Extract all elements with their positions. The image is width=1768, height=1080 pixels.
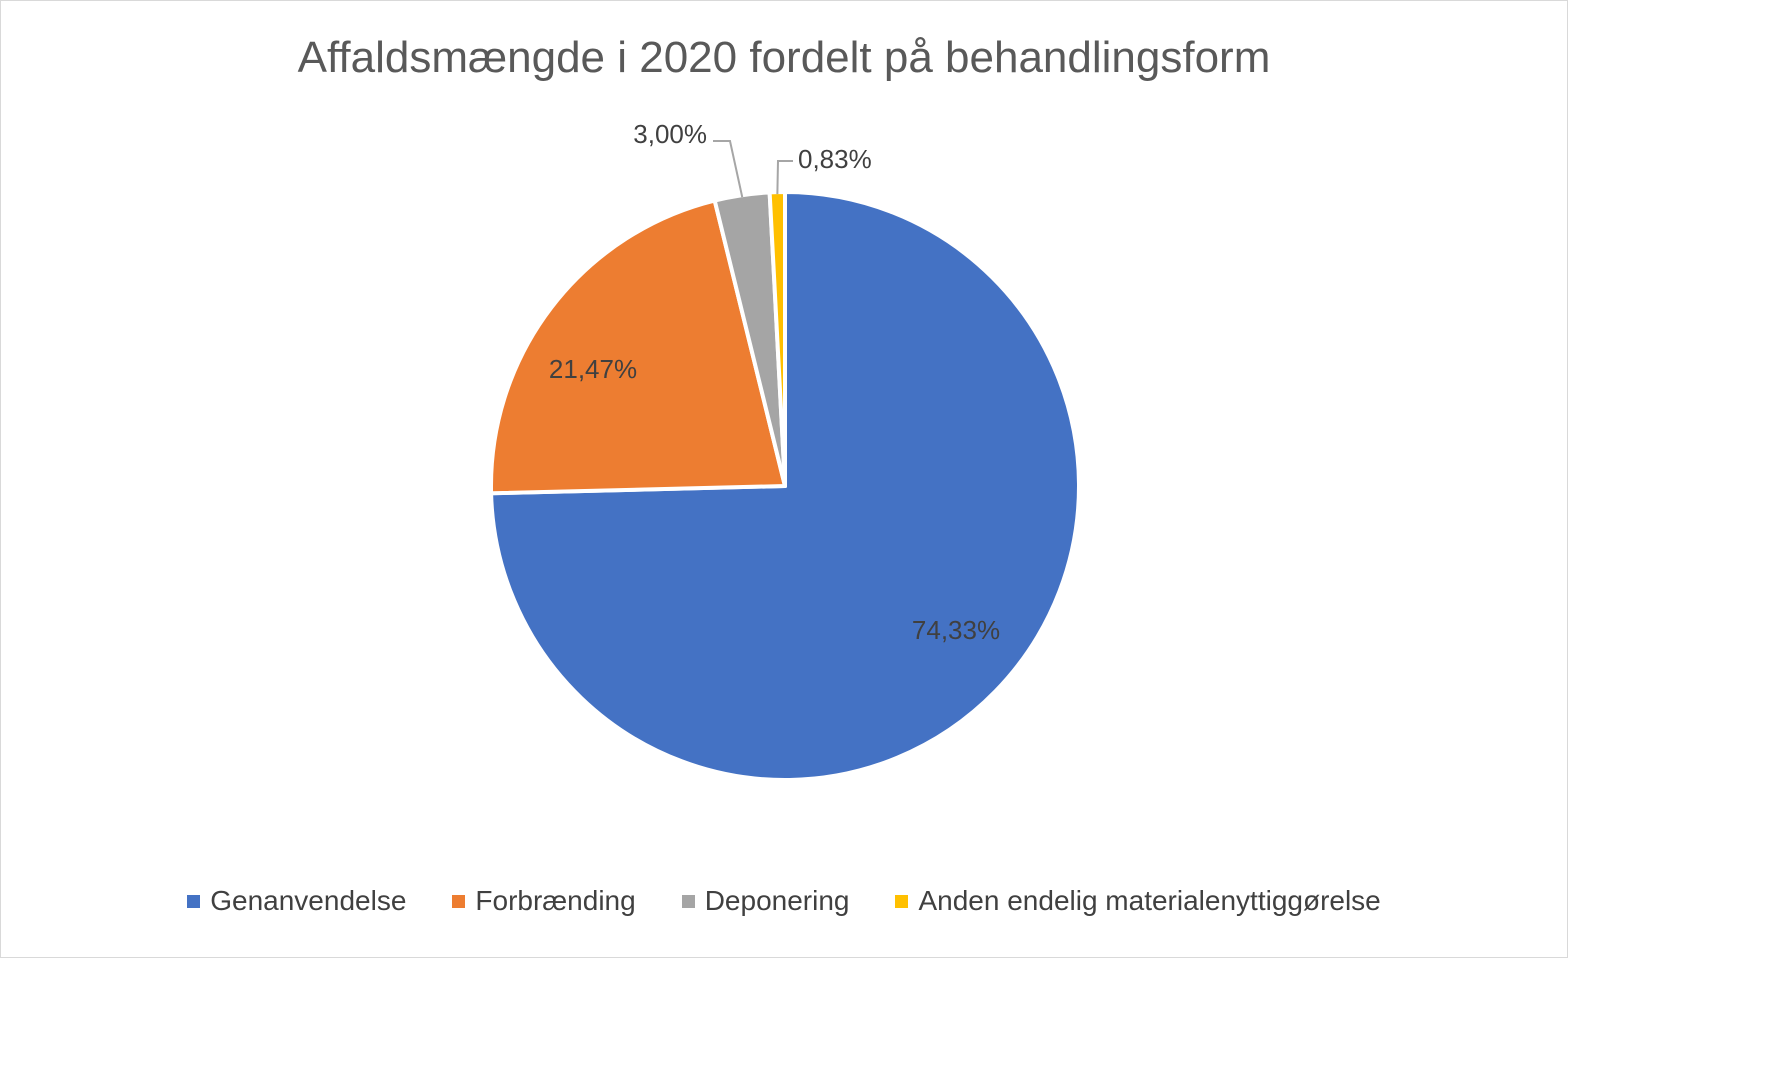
legend-label: Anden endelig materialenyttiggørelse [918, 885, 1381, 916]
legend-label: Deponering [704, 885, 850, 916]
legend-item-forbr-nding: Forbrænding [452, 885, 636, 917]
leader-line-anden-endelig-materialenyttigg-relse [776, 160, 793, 195]
legend-swatch [681, 894, 695, 908]
chart-frame: Affaldsmængde i 2020 fordelt på behandli… [0, 0, 1568, 958]
data-label-deponering: 3,00% [633, 119, 707, 149]
legend-swatch [452, 894, 466, 908]
legend-item-genanvendelse: Genanvendelse [187, 885, 406, 917]
data-label-anden-endelig-materialenyttigg-relse: 0,83% [798, 144, 872, 174]
legend-item-deponering: Deponering [681, 885, 850, 917]
legend-label: Genanvendelse [210, 885, 407, 916]
legend: Genanvendelse Forbrænding Deponering Anden … [1, 885, 1567, 917]
chart-title: Affaldsmængde i 2020 fordelt på behandli… [297, 33, 1271, 82]
legend-swatch [187, 894, 201, 908]
leader-line-deponering [713, 140, 744, 198]
legend-item-anden-endelig-materialenyttigg-relse: Anden endelig materialenyttiggørelse [895, 885, 1381, 917]
data-label-genanvendelse: 74,33% [912, 615, 1000, 645]
pie-slice-forbr-nding [489, 198, 787, 496]
pie-slices [489, 190, 1081, 782]
legend-label: Forbrænding [475, 885, 636, 916]
data-labels: 74,33% 21,47% 3,00% 0,83% [549, 119, 1000, 645]
data-label-forbr-nding: 21,47% [549, 354, 637, 384]
pie-chart: 74,33% 21,47% 3,00% 0,83% [489, 119, 1081, 782]
leader-lines [713, 140, 793, 198]
legend-swatch [895, 894, 909, 908]
